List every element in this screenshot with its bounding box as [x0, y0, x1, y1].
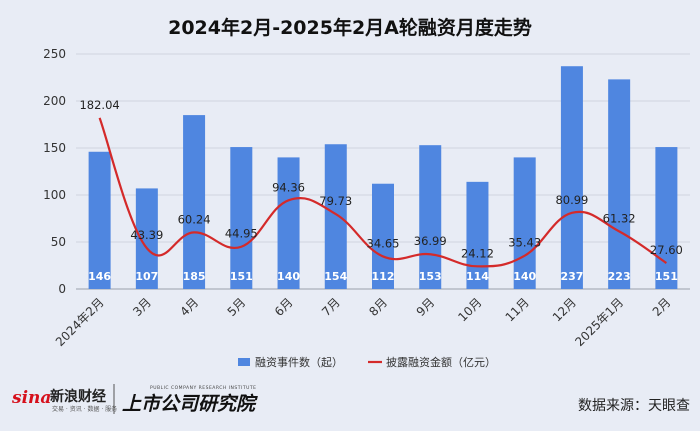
legend-label-bar: 融资事件数（起）: [255, 356, 343, 369]
bar: [608, 79, 631, 289]
sina-logo-mark: sina: [11, 388, 51, 408]
bar: [230, 147, 253, 289]
bar: [655, 147, 678, 289]
amount-line: [98, 117, 667, 268]
line-value-label: 35.43: [508, 236, 541, 250]
bar-value-label: 185: [183, 270, 206, 283]
line-value-label: 61.32: [603, 211, 636, 225]
line-value-label: 79.73: [319, 194, 352, 208]
line-value-label: 24.12: [461, 246, 494, 260]
bar: [466, 181, 489, 289]
bar-value-label: 140: [277, 270, 300, 283]
bar-value-label: 140: [513, 270, 536, 283]
sina-finance-logo: sina 新浪财经 交易 · 资讯 · 数据 · 服务: [11, 388, 117, 413]
bar-value-label: 237: [560, 270, 583, 283]
bar: [372, 183, 394, 289]
bar-value-label: 151: [230, 270, 253, 283]
line-value-label: 80.99: [555, 193, 588, 207]
sina-logo-subtitle: 交易 · 资讯 · 数据 · 服务: [52, 405, 117, 413]
legend-swatch-bar: [238, 358, 250, 366]
bar: [560, 66, 583, 289]
legend-label-line: 披露融资金额（亿元）: [386, 355, 496, 369]
line-value-label: 94.36: [272, 180, 305, 194]
bar-value-label: 223: [608, 270, 631, 283]
line-value-label: 36.99: [414, 234, 447, 248]
bar: [183, 115, 206, 289]
research-institute-subtitle: PUBLIC COMPANY RESEARCH INSTITUTE: [150, 385, 257, 391]
y-tick-label: 150: [43, 141, 66, 155]
y-tick-label: 50: [51, 235, 66, 249]
bar-value-label: 114: [466, 270, 489, 283]
data-source: 数据来源：天眼查: [578, 398, 690, 414]
bar-value-label: 146: [88, 270, 111, 283]
line-value-label: 44.95: [225, 227, 258, 241]
bar-data-labels: 146 107 185 151 140 154 112 153 114 140 237 223 151: [88, 270, 678, 283]
bar-value-label: 107: [135, 270, 158, 283]
bar-value-label: 154: [324, 270, 347, 283]
bar: [419, 145, 442, 289]
bar-value-label: 112: [372, 270, 395, 283]
y-tick-label: 0: [58, 282, 66, 296]
y-axis-ticks: 0 50 100 150 200 250: [43, 47, 66, 296]
line-value-label: 60.24: [178, 212, 211, 226]
line-data-labels: 182.04 43.39 60.24 44.95 94.36 79.73 34.65 36.9…: [79, 98, 682, 260]
y-tick-label: 200: [43, 94, 66, 108]
bar: [277, 157, 300, 289]
chart-title: 2024年2月-2025年2月A轮融资月度走势: [168, 16, 532, 39]
y-tick-label: 250: [43, 47, 66, 61]
research-institute-text: 上市公司研究院: [122, 393, 258, 415]
sina-logo-text: 新浪财经: [50, 388, 106, 405]
bar: [513, 157, 536, 289]
bar: [324, 144, 347, 289]
bar: [135, 188, 158, 289]
line-value-label: 43.39: [130, 228, 163, 242]
line-value-label: 34.65: [367, 236, 400, 250]
line-value-label: 182.04: [79, 98, 119, 112]
research-institute-logo: PUBLIC COMPANY RESEARCH INSTITUTE 上市公司研究…: [122, 385, 258, 415]
legend: 融资事件数（起） 披露融资金额（亿元）: [238, 355, 496, 369]
line-value-label: 27.60: [650, 243, 683, 257]
bar-value-label: 153: [419, 270, 442, 283]
bar: [88, 151, 111, 289]
y-tick-label: 100: [43, 188, 66, 202]
bar-value-label: 151: [655, 270, 678, 283]
